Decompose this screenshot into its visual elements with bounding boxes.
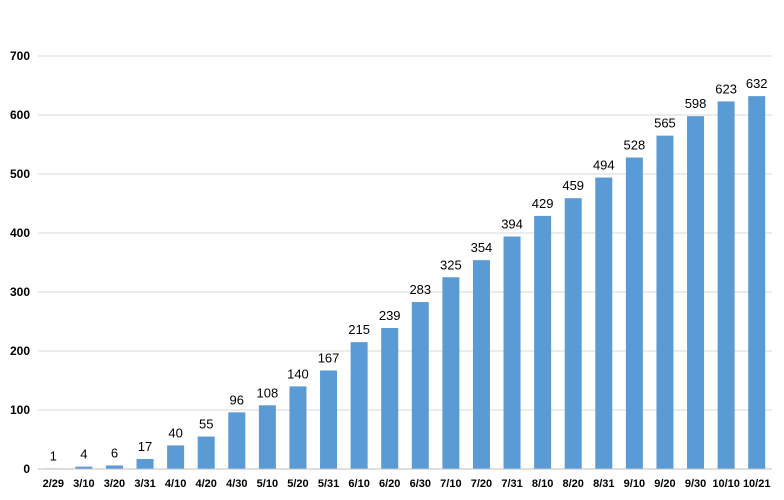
data-label: 167 xyxy=(318,350,340,365)
bar xyxy=(625,157,643,470)
data-label: 598 xyxy=(685,96,707,111)
data-label: 55 xyxy=(199,417,213,432)
data-label: 4 xyxy=(80,447,87,462)
x-tick-label: 3/31 xyxy=(134,478,155,490)
bar xyxy=(258,405,276,469)
y-tick-label: 400 xyxy=(10,226,30,240)
x-axis-ticks: 2/29 3/10 3/20 3/31 4/10 4/20 4/30 5/10 5/20 5/31… xyxy=(43,478,771,490)
y-axis-ticks: 0 100 200 300 400 500 600 700 xyxy=(10,49,30,476)
bar xyxy=(75,466,93,469)
data-label: 215 xyxy=(348,322,370,337)
bar xyxy=(197,436,215,469)
bar xyxy=(503,236,521,469)
bar xyxy=(105,465,123,469)
x-tick-label: 7/20 xyxy=(471,478,492,490)
data-label: 429 xyxy=(532,196,554,211)
data-label: 459 xyxy=(562,178,584,193)
x-tick-label: 3/20 xyxy=(104,478,125,490)
bar xyxy=(687,116,705,470)
x-tick-label: 2/29 xyxy=(43,478,64,490)
data-label: 17 xyxy=(138,439,152,454)
data-label: 528 xyxy=(624,137,646,152)
data-label: 6 xyxy=(111,445,118,460)
x-tick-label: 6/10 xyxy=(348,478,369,490)
bar xyxy=(595,177,613,470)
x-tick-label: 8/10 xyxy=(532,478,553,490)
bar xyxy=(656,135,674,469)
data-label: 40 xyxy=(168,425,182,440)
y-tick-label: 700 xyxy=(10,49,30,63)
y-tick-label: 100 xyxy=(10,403,30,417)
y-tick-label: 300 xyxy=(10,285,30,299)
x-tick-label: 4/10 xyxy=(165,478,186,490)
y-tick-label: 500 xyxy=(10,167,30,181)
bar xyxy=(167,445,185,469)
bar xyxy=(381,327,399,469)
data-label: 565 xyxy=(654,116,676,131)
data-label: 494 xyxy=(593,158,615,173)
x-tick-label: 10/21 xyxy=(743,478,771,490)
bar xyxy=(136,458,154,469)
x-tick-label: 7/10 xyxy=(440,478,461,490)
x-tick-label: 7/31 xyxy=(501,478,522,490)
data-label: 354 xyxy=(471,240,493,255)
data-label: 108 xyxy=(257,385,279,400)
x-tick-label: 5/10 xyxy=(257,478,278,490)
data-label: 96 xyxy=(230,392,244,407)
bar xyxy=(564,198,582,469)
bar xyxy=(717,101,735,470)
data-labels: 1 4 6 17 40 55 96 108 140 167 215 239 283 325 354 394 42… xyxy=(50,76,768,463)
bars xyxy=(44,96,766,470)
bar xyxy=(289,386,307,469)
x-tick-label: 6/20 xyxy=(379,478,400,490)
y-tick-label: 0 xyxy=(23,462,30,476)
x-tick-label: 8/31 xyxy=(593,478,614,490)
x-tick-label: 8/20 xyxy=(562,478,583,490)
x-tick-label: 10/10 xyxy=(712,478,740,490)
x-tick-label: 9/10 xyxy=(624,478,645,490)
x-tick-label: 6/30 xyxy=(410,478,431,490)
data-label: 1 xyxy=(50,448,57,463)
x-tick-label: 3/10 xyxy=(73,478,94,490)
data-label: 283 xyxy=(409,282,431,297)
bar xyxy=(442,277,460,469)
bar xyxy=(411,302,429,469)
y-tick-label: 200 xyxy=(10,344,30,358)
bar xyxy=(472,260,490,469)
data-label: 239 xyxy=(379,308,401,323)
x-tick-label: 9/30 xyxy=(685,478,706,490)
data-label: 632 xyxy=(746,76,768,91)
x-tick-label: 9/20 xyxy=(654,478,675,490)
x-tick-label: 5/20 xyxy=(287,478,308,490)
x-tick-label: 5/31 xyxy=(318,478,339,490)
data-label: 140 xyxy=(287,366,309,381)
gridlines xyxy=(38,55,772,411)
x-tick-label: 4/20 xyxy=(195,478,216,490)
y-tick-label: 600 xyxy=(10,108,30,122)
data-label: 394 xyxy=(501,217,523,232)
bar xyxy=(350,342,368,469)
bar xyxy=(228,412,246,469)
bar xyxy=(320,370,338,469)
x-tick-label: 4/30 xyxy=(226,478,247,490)
bar xyxy=(534,215,552,469)
data-label: 325 xyxy=(440,257,462,272)
bar xyxy=(748,96,766,470)
data-label: 623 xyxy=(715,81,737,96)
